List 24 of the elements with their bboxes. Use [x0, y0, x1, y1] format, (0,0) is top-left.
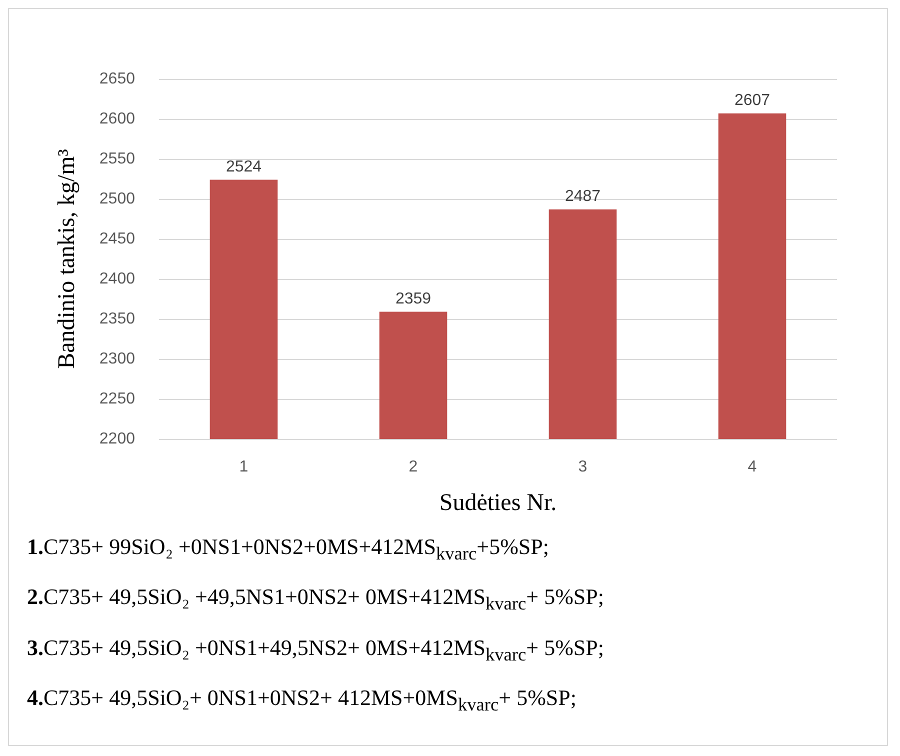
text: 2.C735+ 49,5SiO₂ +49,5NS1+0NS2+ 0MS+412MS$_{kvarc}$+ 5%SP; [27, 584, 604, 614]
y-tick-label: 2300 [99, 350, 136, 368]
text: 3.C735+ 49,5SiO₂ +0NS1+49,5NS2+ 0MS+412MS$_{kvarc}$+ 5%SP; [27, 634, 604, 664]
x-tick-label: 3 [578, 458, 588, 476]
y-tick-label: 2550 [99, 150, 136, 168]
x-tick-label: 2 [408, 458, 418, 476]
y-tick-label: 2200 [99, 430, 136, 448]
text: 1.C735+ 99SiO₂ +0NS1+0NS2+0MS+412MS$_{kvarc}$+5%SP; [27, 534, 549, 564]
y-axis-title: Bandinio tankis, kg/m³ [54, 149, 80, 369]
text: 4.C735+ 49,5SiO₂+ 0NS1+0NS2+ 412MS+0MS$_{kvarc}$+ 5%SP; [27, 685, 576, 715]
data-label: 2359 [395, 290, 432, 308]
x-tick-label: 4 [748, 458, 757, 476]
data-label: 2487 [564, 188, 601, 205]
y-tick-label: 2450 [99, 230, 136, 248]
data-label: 2524 [226, 158, 262, 176]
y-tick-label: 2650 [99, 70, 136, 88]
x-axis-title: Sudėties Nr. [439, 490, 557, 516]
y-tick-label: 2600 [99, 110, 136, 128]
y-tick-label: 2350 [99, 310, 136, 328]
x-tick-label: 1 [239, 458, 248, 476]
y-tick-label: 2400 [99, 270, 136, 288]
y-tick-label: 2500 [99, 190, 136, 208]
data-label: 2607 [734, 92, 770, 109]
y-tick-label: 2250 [99, 390, 136, 408]
